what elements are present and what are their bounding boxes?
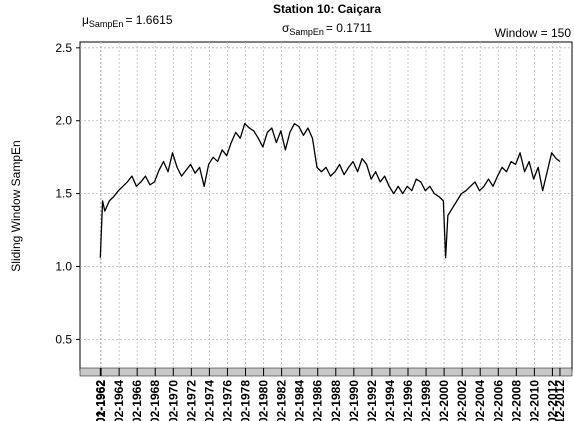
x-tick-label: 02-1974 [202,380,216,421]
x-tick-label: 02-1980 [257,380,271,421]
x-tick-label: 02-2000 [437,380,451,421]
sd-subscript: SampEn [289,27,324,37]
x-tick-label: 02-1968 [148,380,162,421]
x-tick-label: 12-2012 [553,380,567,421]
x-tick-label: 02-1962 [94,380,108,421]
x-tick-label: 02-1996 [401,380,415,421]
x-tick-label: 02-1988 [329,380,343,421]
sd-text: = 0.1711 [326,21,372,35]
mean-annotation: μSampEn = 1.6615 [82,13,173,29]
x-tick-label: 02-1990 [347,380,361,421]
y-tick-label: 1.5 [55,187,72,201]
y-axis-label: Sliding Window SampEn [9,140,23,271]
y-tick-label: 0.5 [55,332,72,346]
sd-symbol: σ [282,21,290,35]
x-tick-label: 02-2006 [491,380,505,421]
x-tick-label: 02-1978 [239,380,253,421]
x-tick-label: 02-1966 [130,380,144,421]
x-tick-label: 02-1964 [112,380,126,421]
sd-annotation: σSampEn = 0.1711 [282,21,372,37]
x-tick-label: 02-2004 [473,380,487,421]
y-tick-label: 2.5 [55,41,72,55]
x-tick-label: 02-1976 [220,380,234,421]
x-tick-label: 02-2002 [455,380,469,421]
x-tick-label: 02-1992 [365,380,379,421]
x-tick-label: 01-1962 [93,380,107,421]
x-tick-label: 02-2008 [509,380,523,421]
mean-text: = 1.6615 [125,13,172,27]
data-line [99,122,561,259]
x-tick-label: 02-2012 [545,380,559,421]
chart-title: Station 10: Caiçara [273,2,381,16]
x-axis-band [79,367,573,377]
x-tick-label: 02-1982 [275,380,289,421]
mean-symbol: μ [82,13,89,27]
x-tick-label: 02-1984 [293,380,307,421]
mean-subscript: SampEn [89,19,124,29]
window-annotation: Window = 150 [495,26,572,40]
x-tick-label: 02-2010 [527,380,541,421]
y-tick-label: 2.0 [55,114,72,128]
x-tick-label: 02-1970 [166,380,180,421]
x-tick-label: 02-1994 [383,380,397,421]
x-tick-label: 02-1972 [184,380,198,421]
x-tick-label: 02-1986 [311,380,325,421]
y-tick-label: 1.0 [55,259,72,273]
x-tick-label: 02-1998 [419,380,433,421]
